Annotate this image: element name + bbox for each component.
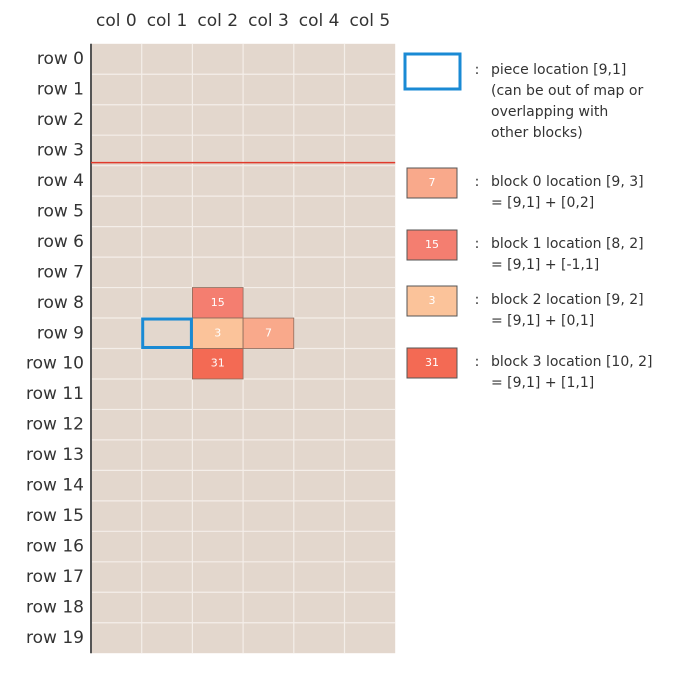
row-label: row 13 [26, 445, 84, 465]
piece-swatch [403, 52, 462, 91]
row-label: row 16 [26, 537, 84, 557]
legend-text: block 3 location [10, 2] [491, 354, 653, 370]
column-label: col 5 [349, 11, 390, 31]
swatch-value: 15 [425, 238, 439, 251]
row-label: row 19 [26, 628, 84, 648]
swatch-value: 31 [425, 356, 439, 369]
swatch-value: 3 [429, 294, 436, 307]
legend-text: block 2 location [9, 2] [491, 292, 644, 308]
row-label: row 1 [37, 80, 84, 100]
legend-text: block 0 location [9, 3] [491, 174, 644, 190]
block-swatch [406, 285, 458, 317]
block-value: 31 [211, 357, 225, 370]
block-swatch [406, 229, 458, 261]
block-value: 7 [265, 326, 272, 339]
legend-text: overlapping with [491, 104, 608, 120]
block-value: 3 [214, 326, 221, 339]
block-swatch [406, 347, 458, 379]
legend-text: (can be out of map or [491, 83, 643, 99]
piece [141, 317, 193, 349]
legend-colon: : [475, 174, 480, 190]
legend-text: = [9,1] + [0,1] [491, 313, 594, 329]
legend-text: piece location [9,1] [491, 62, 626, 78]
row-label: row 11 [26, 384, 84, 404]
row-label: row 6 [37, 232, 84, 252]
legend-text: = [9,1] + [1,1] [491, 375, 594, 391]
swatch-value: 7 [429, 176, 436, 189]
block [191, 348, 244, 380]
legend-text: = [9,1] + [-1,1] [491, 257, 599, 273]
row-label: row 15 [26, 506, 84, 526]
legend-colon: : [475, 292, 480, 308]
legend-text: block 1 location [8, 2] [491, 236, 644, 252]
row-label: row 9 [37, 323, 84, 343]
block [191, 287, 244, 319]
row-label: row 18 [26, 597, 84, 617]
row-label: row 12 [26, 415, 84, 435]
legend-text: other blocks) [491, 125, 583, 141]
legend-colon: : [475, 62, 480, 78]
row-label: row 8 [37, 293, 84, 313]
row-label: row 3 [37, 140, 84, 160]
column-label: col 1 [147, 11, 188, 31]
legend-colon: : [475, 354, 480, 370]
row-label: row 17 [26, 567, 84, 587]
legend-text: = [9,1] + [0,2] [491, 195, 594, 211]
row-label: row 10 [26, 354, 84, 374]
row-label: row 14 [26, 476, 84, 496]
block [242, 317, 295, 349]
row-label: row 2 [37, 110, 84, 130]
row-label: row 5 [37, 201, 84, 221]
row-label: row 0 [37, 49, 84, 69]
row-label: row 7 [37, 262, 84, 282]
column-label: col 0 [96, 11, 137, 31]
row-label: row 4 [37, 171, 84, 191]
block-value: 15 [211, 296, 225, 309]
column-label: col 4 [299, 11, 340, 31]
column-label: col 3 [248, 11, 289, 31]
column-label: col 2 [197, 11, 238, 31]
block-swatch [406, 167, 458, 199]
legend-colon: : [475, 236, 480, 252]
